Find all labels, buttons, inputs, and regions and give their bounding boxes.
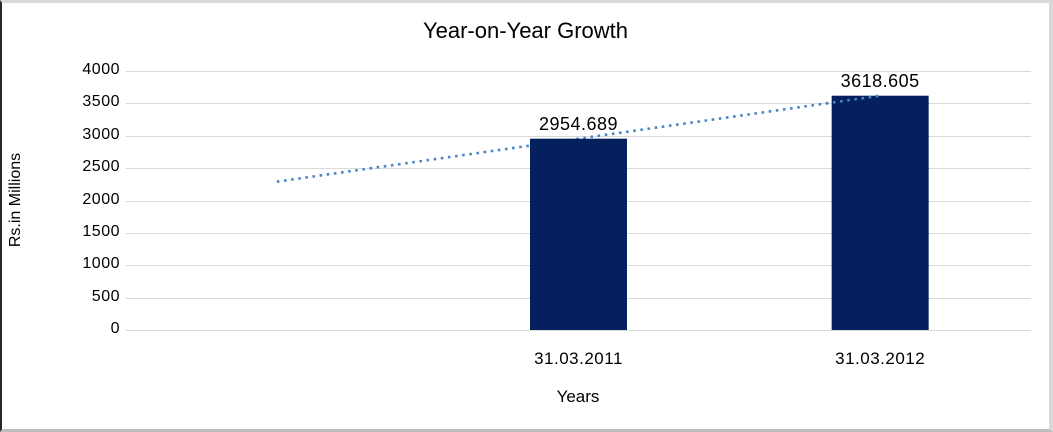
y-tick-label: 500 [91,287,120,305]
x-tick-label: 31.03.2012 [835,349,926,368]
plot-area [126,71,1031,331]
y-tick-label: 3000 [82,125,120,143]
trendline-dotted[interactable] [276,94,881,183]
x-axis-title: Years [556,387,600,406]
y-tick-label: 0 [110,320,120,337]
bar-31.03.2012[interactable] [831,95,929,330]
y-tick-label: 1000 [82,255,120,273]
y-tick-label: 2500 [82,158,120,176]
y-tick-label: 3500 [82,93,120,111]
bar-31.03.2011[interactable] [530,138,627,330]
data-label: 2954.689 [538,113,619,134]
trendline-dotted-tip [825,94,881,105]
x-tick-label: 31.03.2011 [534,349,623,368]
chart-title: Year-on-Year Growth [422,18,629,43]
y-tick-label: 4000 [82,61,120,78]
y-tick-label: 2000 [82,190,120,208]
y-tick-label: 1500 [82,222,120,240]
data-label: 3618.605 [840,70,920,91]
